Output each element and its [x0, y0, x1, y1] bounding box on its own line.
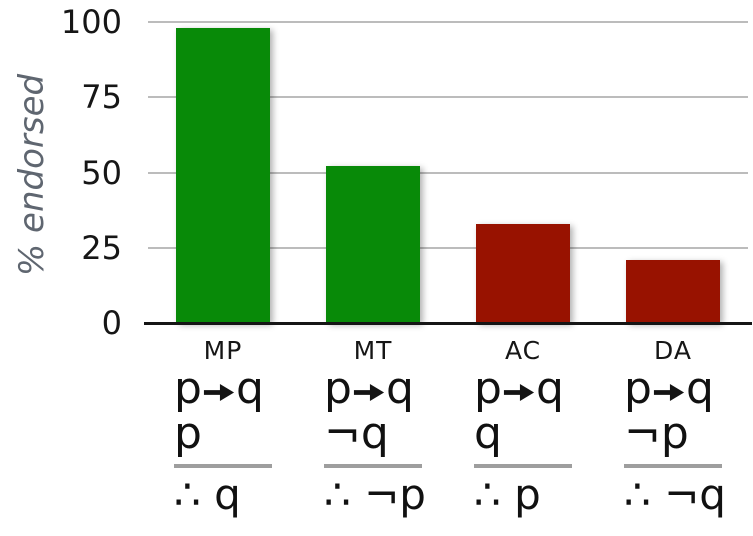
premise-minor: p — [174, 408, 202, 459]
gridline — [148, 21, 748, 23]
argument-column-mp: MP p q p ∴ q — [148, 336, 298, 518]
inference-line — [474, 464, 572, 468]
gridline — [148, 96, 748, 99]
plot-area — [144, 21, 752, 325]
premise-consequent: q — [685, 363, 714, 414]
bar-slot — [448, 22, 598, 323]
premise-consequent: q — [235, 363, 264, 414]
bar-mt — [326, 166, 420, 323]
argument-block: p q ¬p ∴ ¬q — [624, 366, 726, 519]
bar-slot — [598, 22, 748, 323]
category-label: MP — [203, 336, 243, 365]
inference-line — [624, 464, 722, 468]
argument-block: p q p ∴ q — [174, 366, 272, 518]
premise-antecedent: p — [474, 363, 502, 414]
argument-block: p q ¬q ∴ ¬p — [324, 366, 426, 519]
category-label: AC — [504, 336, 542, 365]
arrow-right-icon — [203, 367, 235, 412]
premise-antecedent: p — [174, 363, 202, 414]
premise-consequent: q — [385, 363, 414, 414]
gridline — [148, 246, 748, 249]
y-tick-label: 75 — [81, 78, 122, 117]
y-tick-label: 50 — [81, 153, 122, 192]
conclusion: ∴ p — [474, 470, 541, 519]
bar-mp — [176, 28, 270, 323]
argument-forms: MP p q p ∴ q MT p q ¬q ∴ ¬p AC p q q ∴ p DA p q ¬p ∴ ¬q — [148, 336, 748, 518]
argument-block: p q q ∴ p — [474, 366, 572, 518]
bar-slot — [148, 22, 298, 323]
conclusion: ∴ ¬q — [624, 470, 726, 519]
argument-column-ac: AC p q q ∴ p — [448, 336, 598, 518]
arrow-right-icon — [503, 367, 535, 412]
gridline — [148, 171, 748, 174]
inference-line — [324, 464, 422, 468]
premise-antecedent: p — [624, 363, 652, 414]
category-label: MT — [353, 336, 393, 365]
premise-minor: ¬q — [324, 408, 389, 459]
arrow-right-icon — [653, 367, 685, 412]
premise-minor: ¬p — [624, 408, 689, 459]
bar-da — [626, 259, 720, 323]
premise-antecedent: p — [324, 363, 352, 414]
category-label: DA — [654, 336, 692, 365]
conclusion: ∴ q — [174, 470, 241, 519]
bars — [148, 22, 748, 323]
inference-line — [174, 464, 272, 468]
y-tick-label: 0 — [101, 304, 122, 342]
arrow-right-icon — [353, 367, 385, 412]
y-tick-label: 100 — [60, 3, 122, 41]
y-tick-label: 25 — [81, 228, 122, 267]
premise-minor: q — [474, 408, 502, 459]
bar-slot — [298, 22, 448, 323]
argument-column-da: DA p q ¬p ∴ ¬q — [598, 336, 748, 518]
x-axis-line — [144, 322, 752, 325]
conclusion: ∴ ¬p — [324, 470, 426, 519]
premise-consequent: q — [535, 363, 564, 414]
argument-column-mt: MT p q ¬q ∴ ¬p — [298, 336, 448, 518]
bar-ac — [476, 223, 570, 323]
